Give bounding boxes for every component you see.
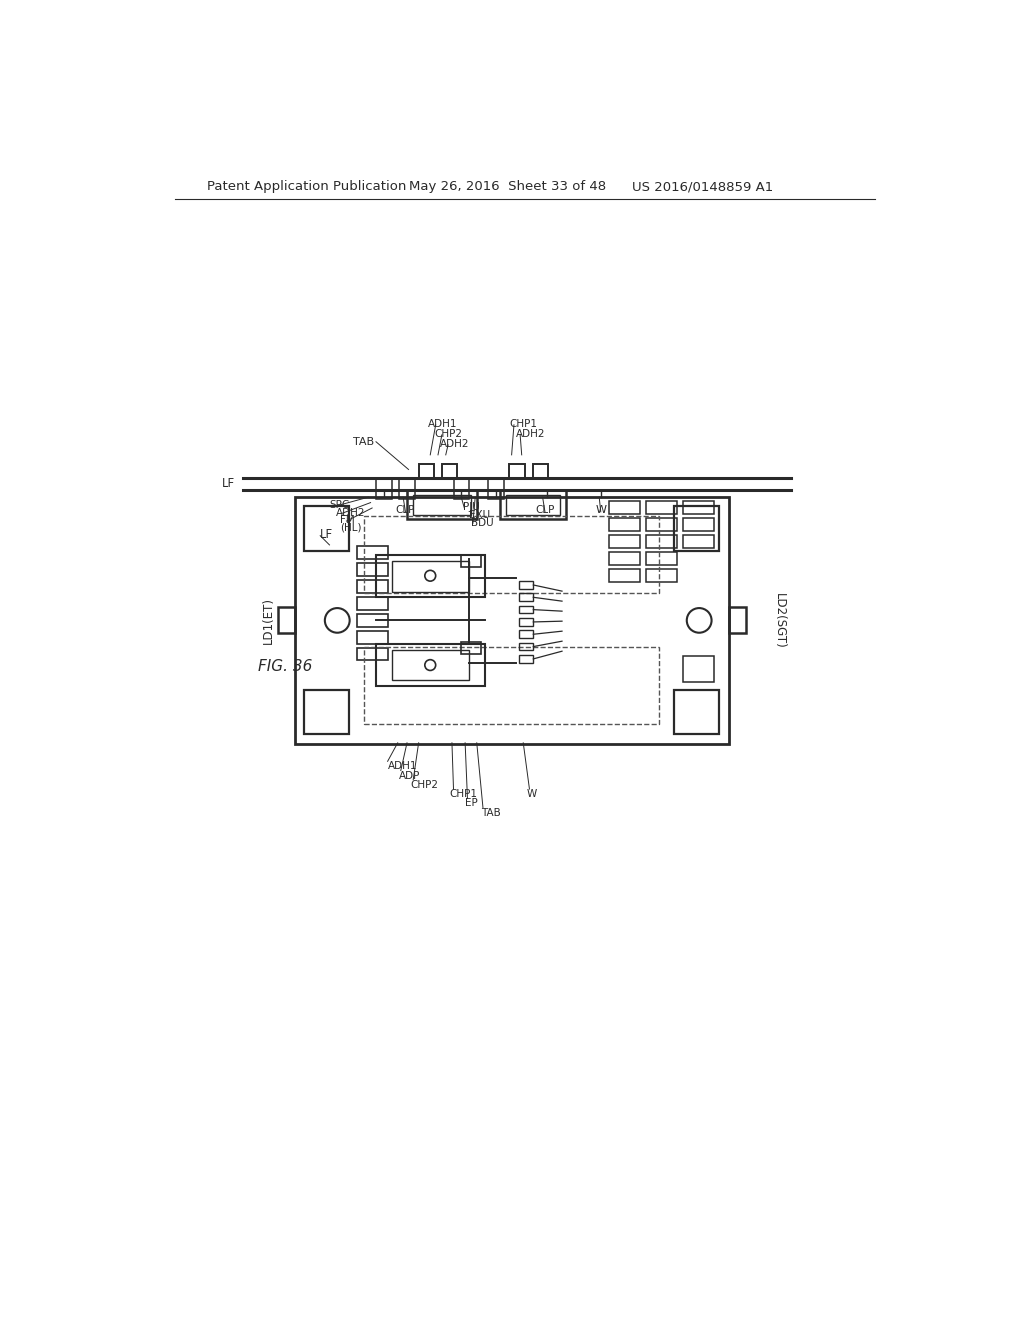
Bar xyxy=(646,517,677,531)
Bar xyxy=(646,502,677,515)
Bar xyxy=(675,690,719,734)
Bar xyxy=(454,479,469,499)
Bar xyxy=(365,647,658,725)
Text: EP: EP xyxy=(465,799,478,808)
Bar xyxy=(414,495,471,515)
Bar xyxy=(376,479,391,499)
Bar xyxy=(356,546,388,558)
Bar xyxy=(391,649,469,681)
Text: CHP1: CHP1 xyxy=(450,789,477,799)
Text: ADH1: ADH1 xyxy=(388,762,417,771)
Text: (HL): (HL) xyxy=(340,523,361,532)
Bar xyxy=(356,648,388,660)
Text: CHP1: CHP1 xyxy=(509,418,538,429)
Text: CHP2: CHP2 xyxy=(410,780,438,789)
Bar xyxy=(683,535,714,548)
Text: LF: LF xyxy=(222,477,234,490)
Text: SPC: SPC xyxy=(330,500,350,510)
Bar xyxy=(608,517,640,531)
Text: CHP2: CHP2 xyxy=(434,429,462,440)
Bar xyxy=(304,507,349,552)
Bar xyxy=(356,614,388,627)
Bar xyxy=(356,597,388,610)
Bar xyxy=(391,561,469,591)
Bar xyxy=(519,581,534,589)
Bar xyxy=(356,631,388,644)
Text: TAB: TAB xyxy=(480,808,501,817)
Bar xyxy=(278,607,295,634)
Bar xyxy=(608,552,640,565)
Bar xyxy=(399,479,415,499)
Bar xyxy=(419,465,434,478)
Text: CLP: CLP xyxy=(395,506,415,515)
Bar xyxy=(675,507,719,552)
Bar xyxy=(500,490,566,519)
Bar xyxy=(519,655,534,663)
Text: ADH2: ADH2 xyxy=(336,508,366,517)
Bar xyxy=(461,554,480,566)
Text: LD2(SGT): LD2(SGT) xyxy=(773,593,785,648)
Text: LD1(ET): LD1(ET) xyxy=(262,597,275,644)
Text: Patent Application Publication: Patent Application Publication xyxy=(207,181,407,194)
Bar xyxy=(608,502,640,515)
Bar xyxy=(519,631,534,638)
Text: EXU: EXU xyxy=(469,510,490,520)
Text: LF: LF xyxy=(321,528,334,541)
Bar xyxy=(461,642,480,653)
Bar xyxy=(488,479,504,499)
Bar xyxy=(519,643,534,651)
Bar xyxy=(646,535,677,548)
Text: ADH1: ADH1 xyxy=(428,418,458,429)
Text: ADH2: ADH2 xyxy=(440,440,470,449)
Bar xyxy=(509,465,524,478)
Text: FIG. 36: FIG. 36 xyxy=(258,659,312,675)
Text: May 26, 2016  Sheet 33 of 48: May 26, 2016 Sheet 33 of 48 xyxy=(409,181,605,194)
Bar xyxy=(683,517,714,531)
Bar xyxy=(646,552,677,565)
Bar xyxy=(376,644,484,686)
Text: BDU: BDU xyxy=(471,517,494,528)
Bar xyxy=(608,569,640,582)
Bar xyxy=(532,465,548,478)
Bar xyxy=(356,581,388,593)
Text: W: W xyxy=(527,789,538,799)
Bar xyxy=(442,465,458,478)
Bar xyxy=(683,502,714,515)
Bar xyxy=(356,564,388,576)
Bar xyxy=(683,656,714,682)
Text: ADH2: ADH2 xyxy=(515,429,545,440)
Bar xyxy=(519,594,534,601)
Bar xyxy=(304,690,349,734)
Bar xyxy=(506,495,560,515)
Text: FM: FM xyxy=(340,515,355,525)
Text: PJU: PJU xyxy=(463,502,479,512)
Bar xyxy=(376,554,484,598)
Bar xyxy=(365,516,658,594)
Bar xyxy=(295,498,729,743)
Bar xyxy=(519,618,534,626)
Text: TAB: TAB xyxy=(353,437,375,446)
Bar xyxy=(407,490,477,519)
Text: ADP: ADP xyxy=(399,771,421,780)
Text: W: W xyxy=(595,506,606,515)
Bar xyxy=(729,607,745,634)
Bar xyxy=(519,606,534,614)
Bar xyxy=(608,535,640,548)
Bar xyxy=(646,569,677,582)
Text: US 2016/0148859 A1: US 2016/0148859 A1 xyxy=(632,181,773,194)
Text: CLP: CLP xyxy=(536,506,555,515)
